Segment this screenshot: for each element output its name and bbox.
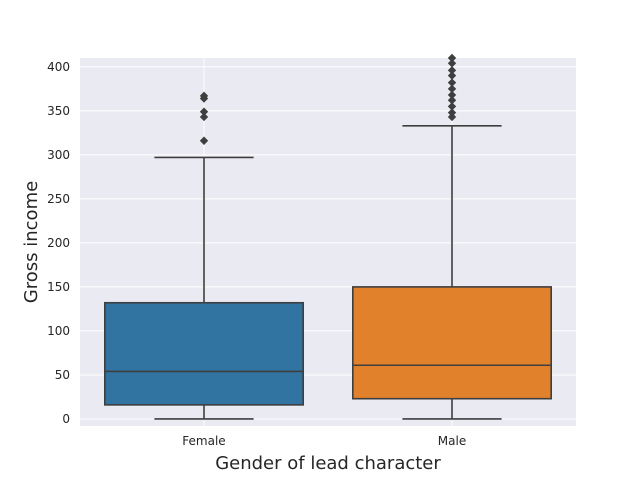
outlier-point	[199, 91, 209, 101]
outlier-point	[447, 96, 457, 105]
y-tick-label: 50	[55, 368, 70, 382]
y-axis-ticks: 0 50 100 150 200 250 300 350 400	[47, 60, 70, 426]
outlier-point	[447, 59, 457, 68]
iqr-box	[104, 301, 304, 406]
y-tick-label: 400	[47, 60, 70, 74]
box-group	[104, 53, 552, 420]
y-axis-label: Gross income	[21, 181, 42, 303]
outlier-point	[199, 136, 209, 145]
outlier-point	[447, 78, 457, 87]
y-tick-label: 150	[47, 280, 70, 294]
outlier-point	[199, 112, 209, 122]
x-axis-ticks: Female Male	[182, 434, 466, 448]
outlier-point	[447, 71, 457, 80]
outlier-point	[199, 107, 209, 116]
y-tick-label: 100	[47, 324, 70, 338]
outlier-point	[447, 84, 457, 94]
outlier-point	[447, 90, 457, 100]
outlier-point	[447, 66, 457, 75]
x-tick-label: Female	[182, 434, 225, 448]
outlier-point	[447, 108, 457, 117]
x-tick-label: Male	[438, 434, 466, 448]
box-female	[104, 91, 304, 420]
outlier-point	[447, 53, 457, 63]
outlier-point	[447, 112, 457, 122]
y-tick-label: 250	[47, 192, 70, 206]
iqr-box	[351, 286, 552, 400]
y-tick-label: 0	[62, 412, 70, 426]
y-tick-label: 350	[47, 104, 70, 118]
x-axis-label: Gender of lead character	[215, 453, 441, 474]
box-male	[351, 53, 552, 420]
y-tick-label: 300	[47, 148, 70, 162]
y-tick-label: 200	[47, 236, 70, 250]
outlier-point	[447, 102, 457, 111]
